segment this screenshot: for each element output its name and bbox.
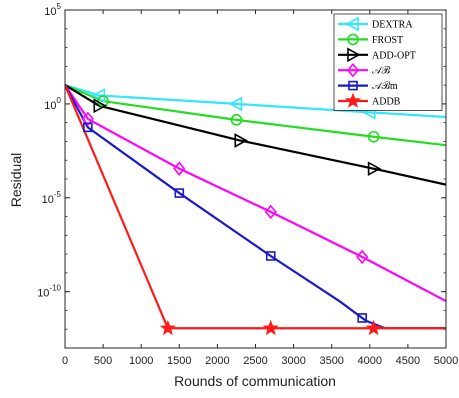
legend-label-4: 𝒜ℬm	[372, 80, 398, 92]
legend-box	[333, 13, 443, 111]
x-tick-label-0: 0	[62, 355, 68, 367]
y-axis-title: Residual	[8, 153, 24, 207]
legend-marker-5	[345, 92, 361, 108]
series-line-0	[65, 84, 446, 119]
y-tick-label-3: 10-10	[37, 284, 61, 300]
x-tick-label-6: 3000	[281, 355, 305, 367]
series-4-marker-0	[83, 122, 93, 133]
legend-marker-2	[347, 47, 361, 63]
series-1-marker-1	[230, 114, 243, 126]
y-tick-label-2: 10-5	[42, 190, 62, 206]
series-2-marker-1	[234, 133, 248, 148]
legend-label-5: ADDB	[372, 97, 401, 108]
series-5-marker-2	[365, 319, 382, 336]
legend-label-0: DEXTRA	[372, 20, 413, 31]
x-tick-label-4: 2000	[205, 355, 229, 367]
axes-layer: 0 500 1000 1500 2000 2500 3000 3500 4000 4500 5000…	[37, 2, 458, 367]
y-tick-label-0: 105	[44, 2, 61, 18]
y-tick-label-1: 100	[44, 96, 61, 112]
series-4-marker-1	[174, 188, 185, 198]
x-tick-label-7: 3500	[319, 355, 343, 367]
series-1-marker-2	[367, 130, 380, 143]
series-3-marker-3	[356, 249, 369, 265]
legend-marker-0	[345, 16, 359, 32]
series-5-marker-0	[159, 319, 176, 336]
series-4-marker-3	[357, 313, 367, 323]
x-tick-label-8: 4000	[358, 355, 382, 367]
x-tick-label-2: 1000	[129, 355, 153, 367]
legend: DEXTRA FROST ADD-OPT 𝒜ℬ 𝒜ℬm ADDB	[333, 13, 443, 111]
x-axis-title: Rounds of communication	[174, 373, 336, 389]
x-tick-label-5: 2500	[243, 355, 267, 367]
legend-marker-3	[346, 62, 360, 78]
series-line-2	[65, 84, 446, 186]
series-3-marker-1	[173, 161, 186, 176]
legend-label-1: FROST	[372, 35, 403, 46]
series-2-marker-2	[367, 161, 382, 177]
series-0-marker-1	[228, 96, 243, 112]
series-3-marker-2	[264, 204, 277, 220]
x-tick-label-9: 4500	[396, 355, 420, 367]
x-tick-label-3: 1500	[167, 355, 191, 367]
legend-marker-4	[348, 80, 358, 91]
series-3-marker-0	[81, 111, 94, 127]
legend-label-3: 𝒜ℬ	[372, 65, 390, 77]
x-tick-label-1: 500	[94, 355, 112, 367]
legend-label-2: ADD-OPT	[372, 50, 416, 61]
series-line-4	[65, 84, 446, 330]
series-2-marker-0	[93, 98, 107, 114]
x-tick-label-10: 5000	[434, 355, 458, 367]
series-line-3	[65, 84, 446, 303]
series-5-marker-1	[262, 319, 279, 336]
series-4-marker-2	[265, 251, 276, 261]
legend-marker-1	[347, 33, 359, 46]
series-line-1	[65, 84, 446, 147]
